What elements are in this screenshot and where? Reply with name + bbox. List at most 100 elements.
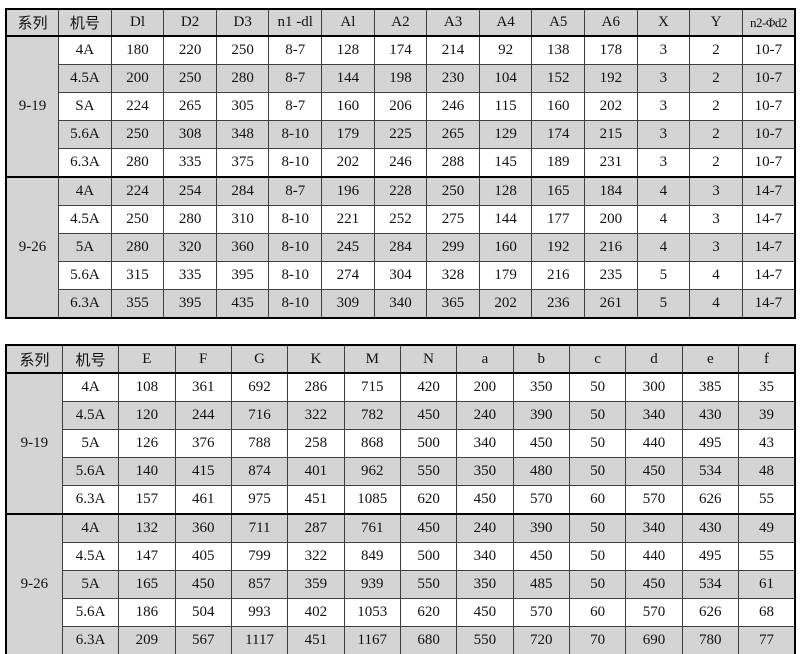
- value-cell: 5: [636, 261, 691, 290]
- value-cell: 225: [373, 120, 428, 149]
- value-cell: 799: [230, 542, 289, 571]
- value-cell: 129: [478, 120, 533, 149]
- model-cell: 4.5A: [61, 542, 120, 571]
- value-cell: 39: [737, 401, 796, 430]
- value-cell: 132: [118, 513, 176, 543]
- value-cell: 626: [681, 598, 739, 627]
- value-cell: 10-7: [741, 120, 796, 149]
- value-cell: 4: [636, 176, 691, 206]
- value-cell: 14-7: [741, 176, 796, 206]
- value-cell: 440: [625, 429, 683, 458]
- value-cell: 570: [625, 485, 683, 515]
- value-cell: 128: [478, 176, 533, 206]
- value-cell: 3: [689, 233, 743, 262]
- model-cell: 5A: [58, 233, 112, 262]
- model-cell: 5.6A: [61, 598, 120, 627]
- model-cell: 6.3A: [61, 485, 120, 515]
- value-cell: 320: [163, 233, 217, 262]
- value-cell: 144: [478, 205, 533, 234]
- value-cell: 186: [118, 598, 176, 627]
- value-cell: 365: [426, 289, 480, 319]
- value-cell: 450: [512, 542, 570, 571]
- column-header: c: [568, 344, 627, 374]
- value-cell: 3: [636, 148, 691, 178]
- value-cell: 275: [426, 205, 480, 234]
- table-row: 6.3A 157 461 975 451 1085 620 450 570 60 570 626 55: [6, 485, 796, 515]
- value-cell: 450: [625, 457, 683, 486]
- value-cell: 174: [373, 35, 428, 65]
- value-cell: 202: [321, 148, 375, 178]
- table-row: 6.3A 280 335 375 8-10 202 246 288 145 189 231 3 2 10-…: [6, 148, 796, 178]
- value-cell: 322: [287, 542, 345, 571]
- value-cell: 405: [174, 542, 232, 571]
- value-cell: 680: [399, 626, 458, 654]
- value-cell: 200: [584, 205, 638, 234]
- value-cell: 231: [584, 148, 638, 178]
- value-cell: 504: [174, 598, 232, 627]
- value-cell: 245: [321, 233, 375, 262]
- value-cell: 50: [568, 457, 627, 486]
- value-cell: 246: [373, 148, 428, 178]
- model-cell: 4A: [58, 176, 112, 206]
- model-cell: 6.3A: [58, 148, 112, 178]
- value-cell: 385: [681, 372, 739, 402]
- column-header: 机号: [61, 344, 120, 374]
- value-cell: 857: [230, 570, 289, 599]
- value-cell: 250: [426, 176, 480, 206]
- series-cell: 9-26: [5, 176, 60, 319]
- value-cell: 450: [456, 598, 514, 627]
- value-cell: 8-10: [268, 261, 323, 290]
- table-row: 4.5A 200 250 280 8-7 144 198 230 104 152 192 3 2 10-7: [6, 64, 796, 93]
- value-cell: 49: [737, 513, 796, 543]
- value-cell: 359: [287, 570, 345, 599]
- value-cell: 177: [531, 205, 586, 234]
- value-cell: 715: [343, 372, 401, 402]
- value-cell: 35: [737, 372, 796, 402]
- value-cell: 230: [426, 64, 480, 93]
- value-cell: 48: [737, 457, 796, 486]
- value-cell: 450: [512, 429, 570, 458]
- value-cell: 209: [118, 626, 176, 654]
- value-cell: 165: [531, 176, 586, 206]
- value-cell: 61: [737, 570, 796, 599]
- column-header: n1 -dl: [268, 8, 323, 37]
- value-cell: 2: [689, 120, 743, 149]
- value-cell: 8-7: [268, 92, 323, 121]
- value-cell: 395: [215, 261, 270, 290]
- column-header: A5: [531, 8, 586, 37]
- value-cell: 250: [215, 35, 270, 65]
- table-row: 5.6A 315 335 395 8-10 274 304 328 179 216 235 5 4 14-…: [6, 261, 796, 290]
- value-cell: 8-10: [268, 289, 323, 319]
- value-cell: 8-7: [268, 35, 323, 65]
- value-cell: 104: [478, 64, 533, 93]
- value-cell: 350: [512, 372, 570, 402]
- value-cell: 500: [399, 542, 458, 571]
- value-cell: 340: [456, 542, 514, 571]
- value-cell: 60: [568, 598, 627, 627]
- value-cell: 228: [373, 176, 428, 206]
- model-cell: 6.3A: [58, 289, 112, 319]
- value-cell: 450: [399, 401, 458, 430]
- value-cell: 299: [426, 233, 480, 262]
- value-cell: 206: [373, 92, 428, 121]
- value-cell: 310: [215, 205, 270, 234]
- value-cell: 236: [531, 289, 586, 319]
- value-cell: 620: [399, 485, 458, 515]
- model-cell: 5.6A: [58, 120, 112, 149]
- value-cell: 55: [737, 542, 796, 571]
- value-cell: 165: [118, 570, 176, 599]
- value-cell: 192: [531, 233, 586, 262]
- value-cell: 761: [343, 513, 401, 543]
- value-cell: 202: [478, 289, 533, 319]
- value-cell: 716: [230, 401, 289, 430]
- value-cell: 287: [287, 513, 345, 543]
- value-cell: 50: [568, 372, 627, 402]
- model-cell: 4.5A: [61, 401, 120, 430]
- value-cell: 435: [215, 289, 270, 319]
- value-cell: 8-10: [268, 120, 323, 149]
- value-cell: 280: [215, 64, 270, 93]
- value-cell: 284: [373, 233, 428, 262]
- column-header: D3: [215, 8, 270, 37]
- value-cell: 14-7: [741, 233, 796, 262]
- value-cell: 975: [230, 485, 289, 515]
